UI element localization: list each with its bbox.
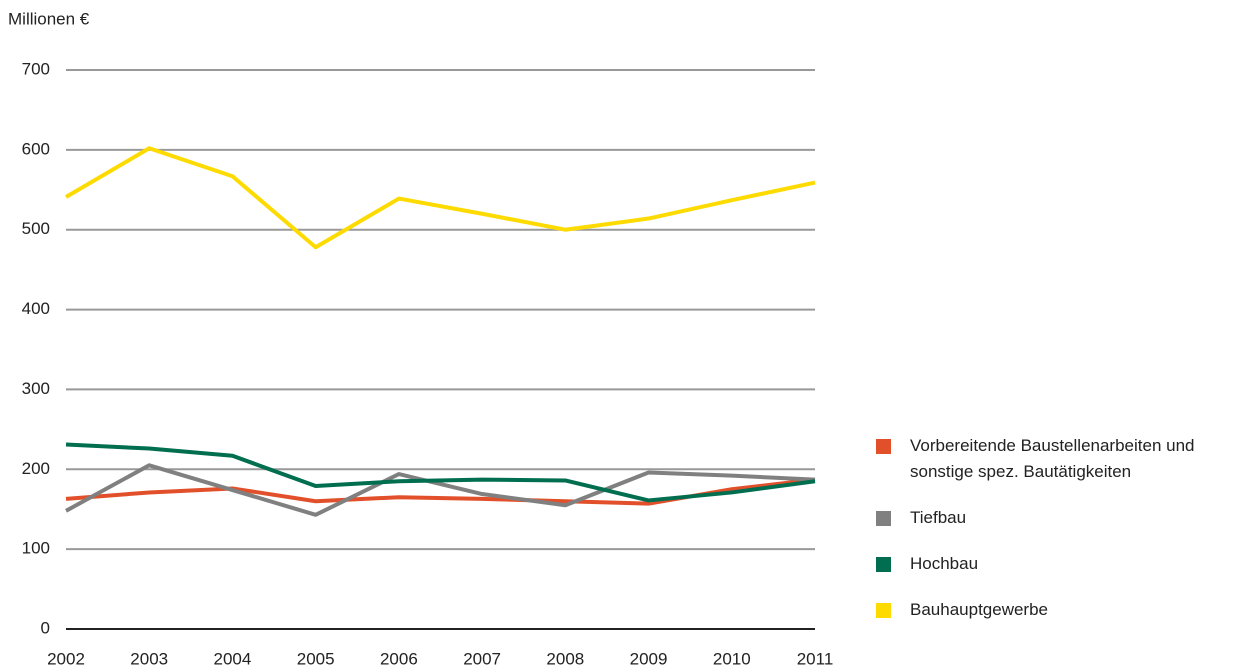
legend-item: Tiefbau — [876, 505, 1206, 531]
series-line — [64, 146, 816, 250]
legend-label: Tiefbau — [910, 508, 967, 527]
y-tick-label: 100 — [22, 539, 50, 558]
y-tick-label: 400 — [22, 299, 50, 318]
legend-item: Hochbau — [876, 551, 1206, 577]
legend-swatch — [876, 511, 891, 526]
y-tick-label: 500 — [22, 219, 50, 238]
series-line — [65, 442, 816, 503]
x-tick-label: 2006 — [380, 649, 418, 668]
series-line — [65, 463, 816, 517]
legend-label: Hochbau — [910, 554, 979, 573]
x-tick-label: 2011 — [797, 649, 834, 668]
legend-item: Vorbereitende Baustellenarbeiten und son… — [876, 433, 1206, 485]
y-tick-label: 700 — [22, 59, 50, 78]
x-tick-label: 2008 — [546, 649, 584, 668]
y-tick-label: 600 — [22, 139, 50, 158]
legend-item: Bauhauptgewerbe — [876, 597, 1206, 623]
legend-swatch — [876, 603, 891, 618]
legend-swatch — [876, 439, 891, 454]
x-tick-label: 2010 — [713, 649, 751, 668]
legend-swatch — [876, 557, 891, 572]
legend: Vorbereitende Baustellenarbeiten und son… — [876, 433, 1206, 623]
x-tick-label: 2009 — [630, 649, 668, 668]
y-tick-label: 300 — [22, 379, 50, 398]
x-tick-label: 2004 — [214, 649, 252, 668]
x-tick-label: 2005 — [297, 649, 335, 668]
x-tick-label: 2002 — [47, 649, 85, 668]
y-tick-label: 0 — [41, 618, 50, 637]
x-tick-label: 2007 — [463, 649, 501, 668]
x-tick-label: 2003 — [130, 649, 168, 668]
legend-label: Vorbereitende Baustellenarbeiten und son… — [910, 436, 1195, 481]
y-axis-label: Millionen € — [8, 9, 90, 28]
y-tick-label: 200 — [22, 459, 50, 478]
legend-label: Bauhauptgewerbe — [910, 600, 1049, 619]
